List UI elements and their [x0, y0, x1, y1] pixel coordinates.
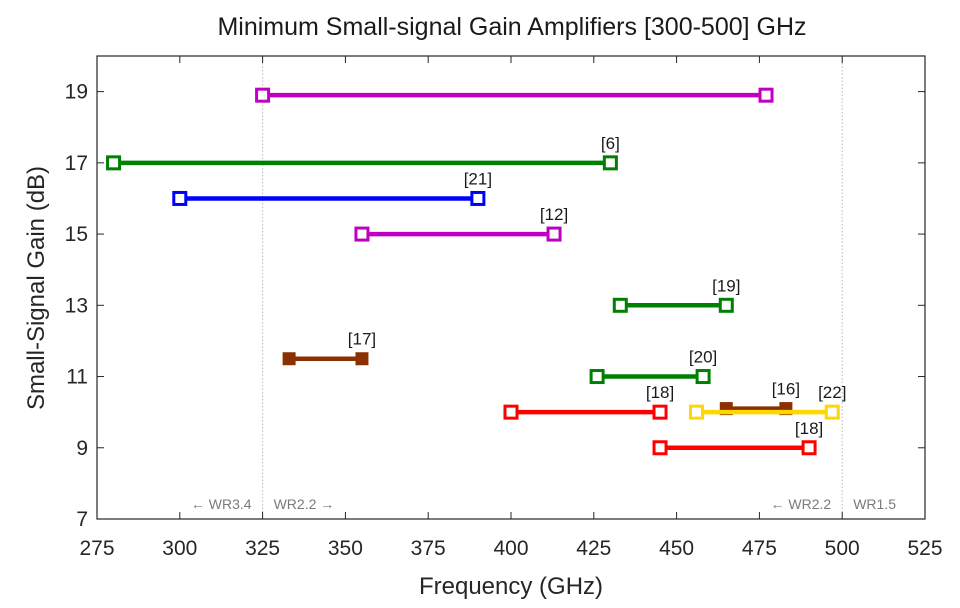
reference-right-label: WR1.5 [853, 496, 896, 512]
x-tick-label: 425 [576, 537, 611, 560]
reference-lines: ← WR3.4 WR2.2 → ← WR2.2 WR1.5 [191, 56, 896, 519]
y-tick-label: 19 [65, 81, 88, 104]
x-tick-label: 500 [825, 537, 860, 560]
y-tick-label: 17 [65, 152, 88, 175]
range-start-marker [589, 369, 605, 385]
x-tick-label: 475 [742, 537, 777, 560]
range-start-marker [282, 352, 296, 366]
reference-left-label: ← WR2.2 [771, 496, 832, 512]
range-end-marker [758, 87, 774, 103]
x-tick-label: 400 [493, 537, 528, 560]
range-series-item: [18] [503, 383, 674, 420]
range-end-marker [652, 404, 668, 420]
x-tick-label: 325 [245, 537, 280, 560]
range-end-marker [602, 155, 618, 171]
x-tick-label: 450 [659, 537, 694, 560]
x-tick-label: 300 [162, 537, 197, 560]
x-axis-label: Frequency (GHz) [419, 573, 603, 600]
range-series-item: [6] [106, 134, 620, 171]
range-series-item: [20] [589, 348, 717, 385]
reference-label: [19] [712, 276, 740, 295]
y-tick-label: 7 [76, 508, 88, 531]
range-series-item: [16] [719, 380, 800, 416]
reference-label: [20] [689, 348, 717, 367]
x-tick-label: 375 [411, 537, 446, 560]
reference-label: [16] [772, 380, 800, 399]
axis-ticks: 275 300 325 350 375 400 425 450 475 500 525 7 9 11 13 1… [65, 56, 943, 560]
range-end-marker [355, 352, 369, 366]
range-start-marker [354, 226, 370, 242]
range-start-marker [172, 190, 188, 206]
y-tick-label: 13 [65, 294, 88, 317]
range-end-marker [824, 404, 840, 420]
range-series: [6] [21] [12] [19] [17] [20] [18] [16] [22] [18] [106, 87, 846, 456]
y-axis-label: Small-Signal Gain (dB) [23, 166, 50, 410]
range-series-item: [21] [172, 169, 492, 206]
range-series-item: [18] [652, 419, 823, 456]
range-series-item: [19] [612, 276, 740, 313]
range-series-item: [12] [354, 205, 568, 242]
range-start-marker [503, 404, 519, 420]
range-start-marker [106, 155, 122, 171]
reference-label: [18] [646, 383, 674, 402]
y-tick-label: 15 [65, 223, 88, 246]
range-end-marker [695, 369, 711, 385]
range-start-marker [612, 297, 628, 313]
x-tick-label: 525 [907, 537, 942, 560]
reference-label: [18] [795, 419, 823, 438]
range-end-marker [546, 226, 562, 242]
chart-title: Minimum Small-signal Gain Amplifiers [30… [217, 13, 806, 41]
reference-label: [22] [818, 383, 846, 402]
range-end-marker [801, 440, 817, 456]
range-series-item: [17] [282, 330, 376, 366]
range-series-item [255, 87, 774, 103]
reference-left-label: ← WR3.4 [191, 496, 252, 512]
range-start-marker [255, 87, 271, 103]
reference-right-label: WR2.2 → [274, 496, 335, 512]
reference-label: [21] [464, 169, 492, 188]
range-end-marker [718, 297, 734, 313]
x-tick-label: 275 [79, 537, 114, 560]
range-start-marker [652, 440, 668, 456]
range-series-item: [22] [688, 383, 846, 420]
y-tick-label: 11 [66, 366, 88, 389]
x-tick-label: 350 [328, 537, 363, 560]
range-start-marker [688, 404, 704, 420]
reference-label: [6] [601, 134, 620, 153]
reference-label: [17] [348, 330, 376, 349]
y-tick-label: 9 [76, 437, 88, 460]
reference-label: [12] [540, 205, 568, 224]
range-end-marker [470, 190, 486, 206]
